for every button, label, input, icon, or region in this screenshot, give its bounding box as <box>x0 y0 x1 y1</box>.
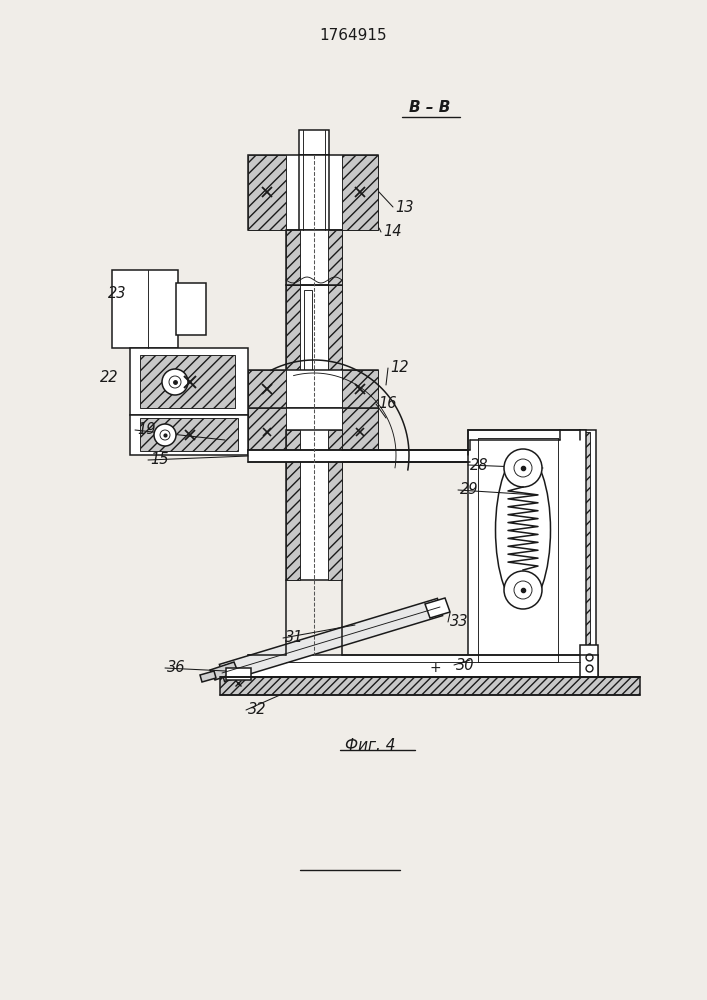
Polygon shape <box>248 450 470 462</box>
Text: 19: 19 <box>137 422 156 438</box>
Bar <box>130 415 248 455</box>
Text: 33: 33 <box>450 614 469 630</box>
Circle shape <box>514 459 532 477</box>
Text: 31: 31 <box>285 631 303 646</box>
Polygon shape <box>219 598 443 682</box>
Bar <box>248 155 378 230</box>
Bar <box>248 155 286 230</box>
Text: Фиг. 4: Фиг. 4 <box>345 738 395 753</box>
Bar <box>580 645 598 680</box>
Bar <box>286 285 300 430</box>
Text: B – B: B – B <box>409 100 450 115</box>
Circle shape <box>504 571 542 609</box>
Text: 36: 36 <box>167 660 185 676</box>
Bar <box>248 408 378 455</box>
Text: 16: 16 <box>378 396 397 412</box>
Bar <box>286 230 342 285</box>
Bar <box>299 130 329 155</box>
Bar <box>248 370 286 408</box>
Bar <box>342 408 378 455</box>
Bar <box>112 270 178 348</box>
Bar <box>342 370 378 408</box>
Circle shape <box>514 581 532 599</box>
Bar <box>248 655 598 677</box>
Text: 29: 29 <box>460 483 479 497</box>
Text: 14: 14 <box>383 225 402 239</box>
Text: 12: 12 <box>390 360 409 375</box>
Bar <box>286 430 300 580</box>
Text: 1764915: 1764915 <box>319 28 387 43</box>
Bar <box>468 430 586 670</box>
Bar <box>286 230 300 285</box>
Bar <box>304 290 312 420</box>
Bar <box>286 285 342 430</box>
Bar <box>140 418 238 451</box>
Polygon shape <box>425 598 450 618</box>
Text: 15: 15 <box>150 452 168 468</box>
Bar <box>342 155 378 230</box>
Bar <box>248 408 286 455</box>
Circle shape <box>154 424 176 446</box>
Polygon shape <box>210 662 238 680</box>
Bar <box>226 668 251 680</box>
Text: 30: 30 <box>456 658 474 672</box>
Bar <box>130 348 248 415</box>
Text: +: + <box>429 661 440 675</box>
Bar <box>328 285 342 430</box>
Text: 28: 28 <box>470 458 489 473</box>
Bar <box>248 370 378 408</box>
Circle shape <box>162 369 188 395</box>
Bar <box>580 430 596 670</box>
Bar <box>220 677 640 695</box>
Bar <box>286 430 342 580</box>
Circle shape <box>169 376 181 388</box>
Bar <box>328 230 342 285</box>
Bar <box>299 155 329 230</box>
Bar <box>176 283 206 335</box>
Text: 22: 22 <box>100 370 119 385</box>
Polygon shape <box>200 671 216 682</box>
Bar <box>140 355 235 408</box>
Text: 32: 32 <box>248 702 267 718</box>
Text: 13: 13 <box>395 200 414 215</box>
Bar <box>582 432 590 668</box>
Bar <box>328 430 342 580</box>
Circle shape <box>504 449 542 487</box>
Text: 23: 23 <box>108 286 127 300</box>
Circle shape <box>160 430 170 440</box>
